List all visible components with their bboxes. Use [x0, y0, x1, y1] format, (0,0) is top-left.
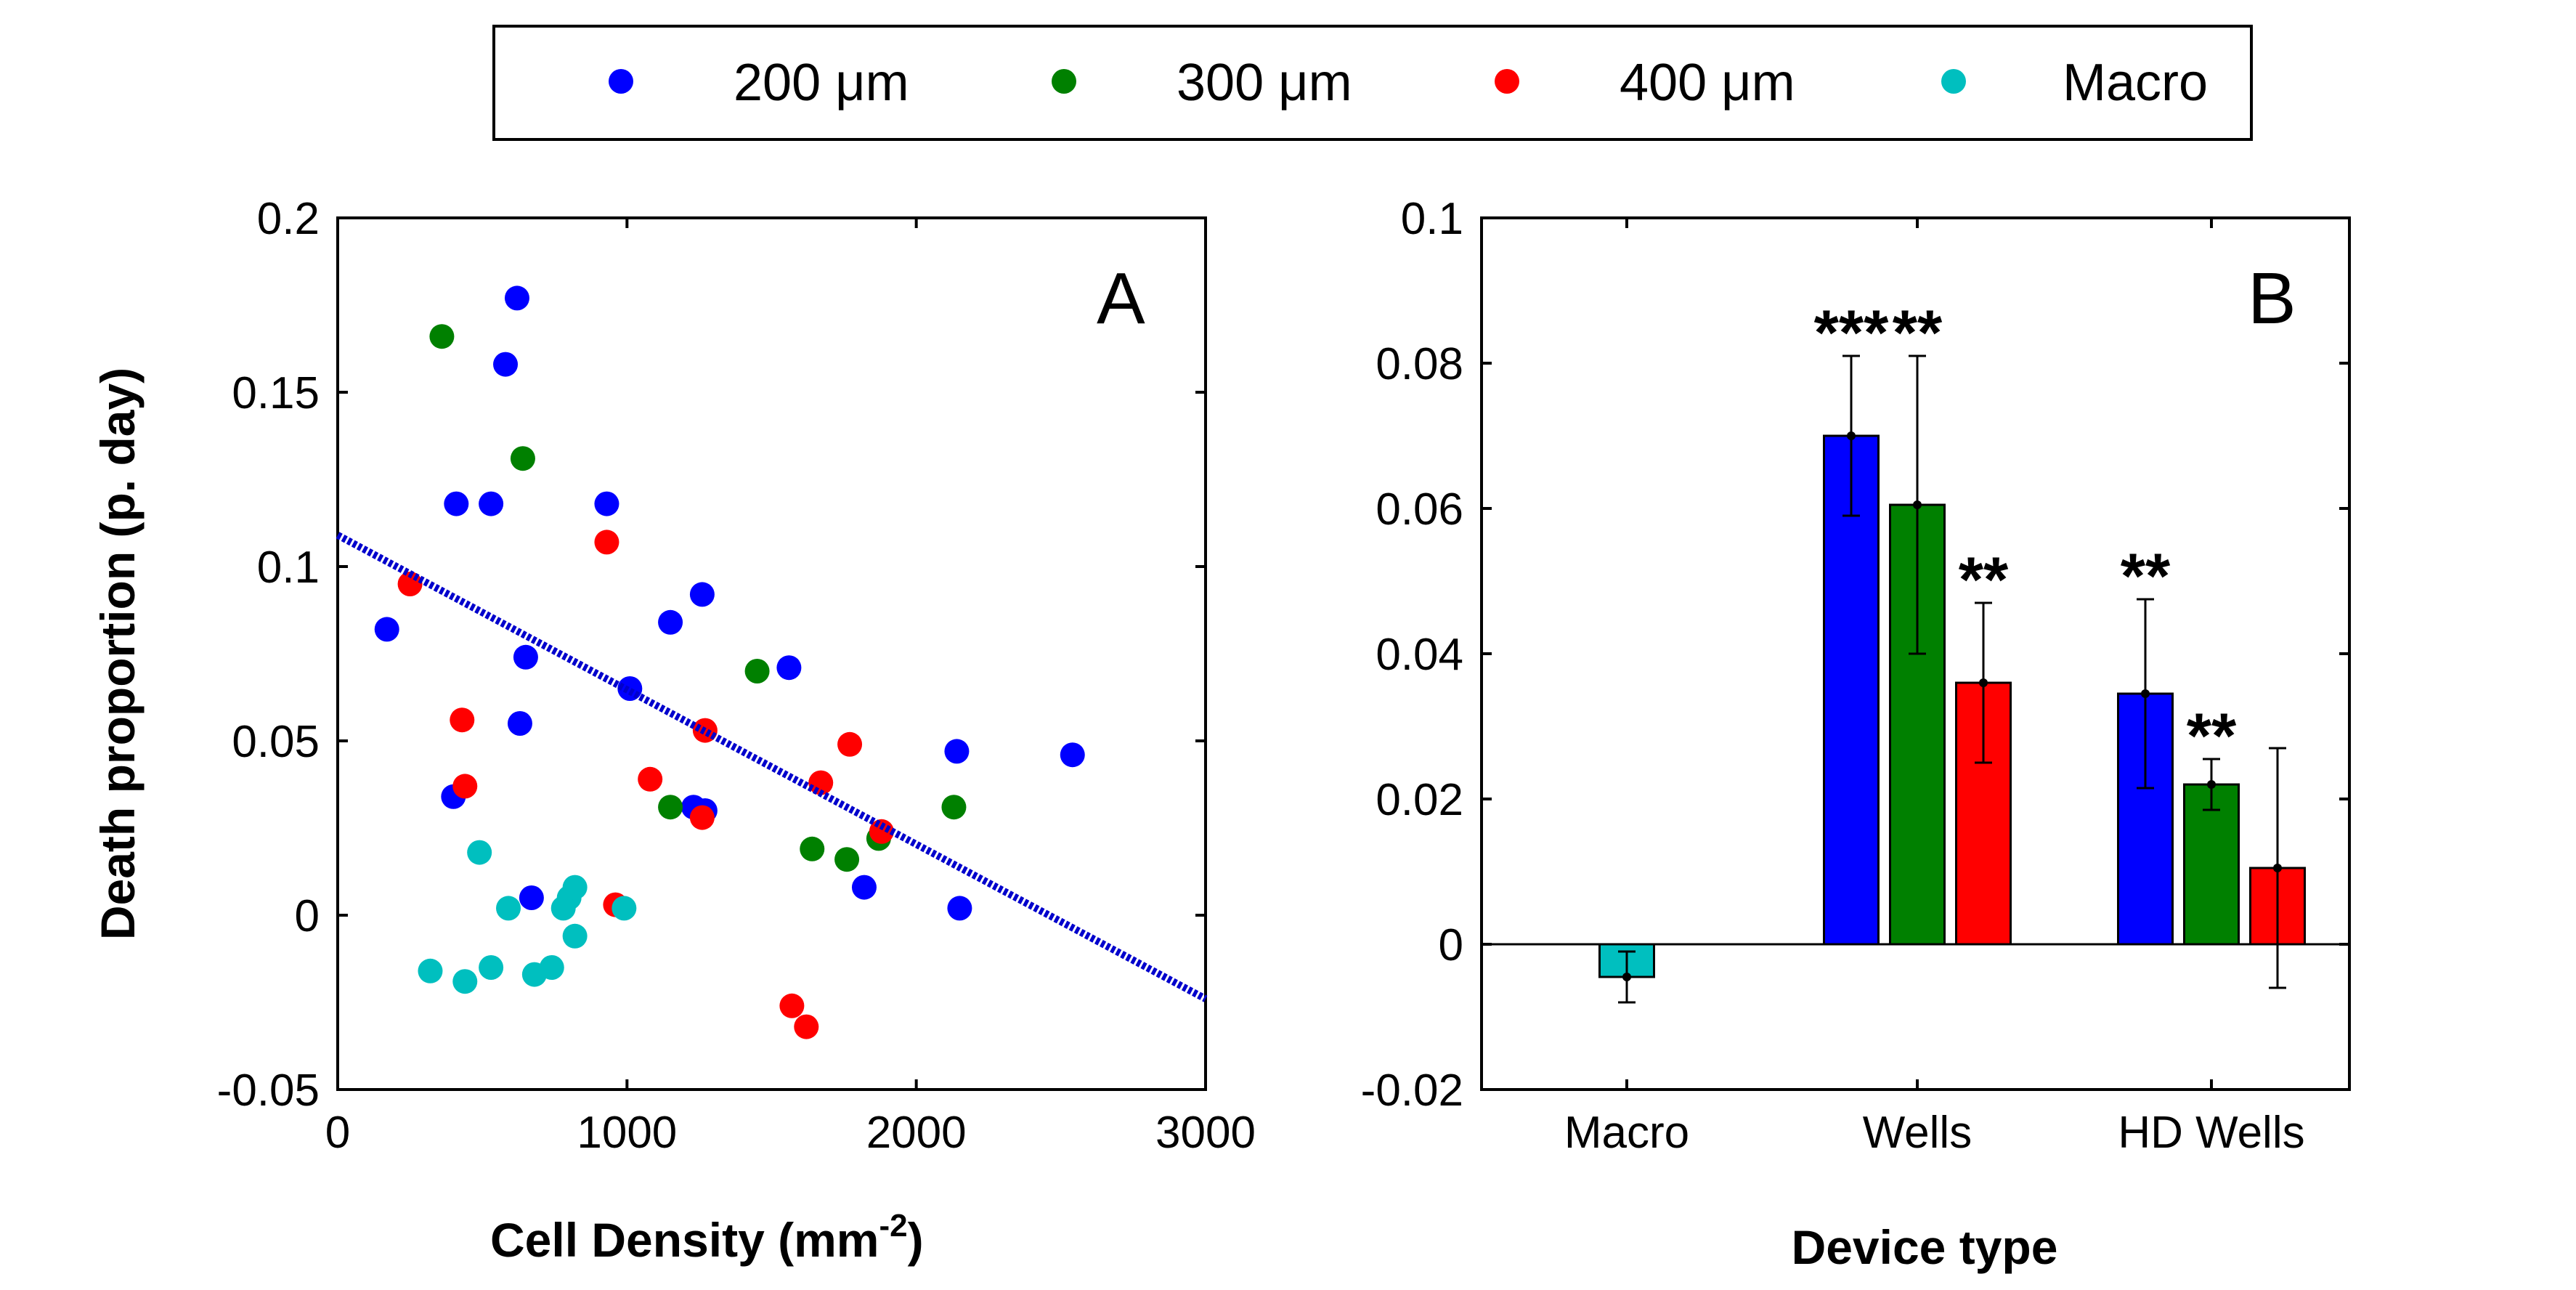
scatter-point-macro [562, 875, 588, 900]
panel-b-ytick-label: 0.04 [1376, 630, 1463, 680]
panel-b-letter: B [2248, 258, 2296, 339]
scatter-point-macro [612, 896, 637, 921]
scatter-point-macro [418, 958, 443, 983]
bar-mean-dot [2141, 689, 2150, 698]
significance-stars: ** [1893, 296, 1943, 368]
panel-b-xlabel: Device type [1792, 1220, 2058, 1274]
scatter-point-400m [452, 774, 478, 799]
panel-b-xtick-label: Wells [1863, 1108, 1972, 1158]
panel-b-bar: -0.02 0 0.02 0.04 0.06 0.08 0.1 Macro Wells HD We… [1361, 194, 2351, 1274]
bar-mean-dot [1979, 678, 1988, 687]
bar-mean-dot [1913, 500, 1922, 509]
panel-b-marks: *** **** **** [1482, 296, 2349, 1004]
scatter-point-200m [689, 582, 715, 607]
scatter-point-300m [834, 847, 860, 872]
bar-mean-dot [2207, 780, 2216, 789]
legend: 200 μm 300 μm 400 μm Macro [492, 25, 2253, 141]
scatter-point-200m [513, 644, 538, 670]
scatter-point-200m [493, 352, 519, 377]
panel-b-ytick-label: -0.02 [1361, 1066, 1463, 1116]
panel-a-ytick-label: 0.1 [257, 543, 320, 593]
panel-a-marks [336, 285, 1208, 1039]
panel-a-xtick-label: 1000 [577, 1108, 677, 1158]
scatter-point-200m [944, 739, 970, 764]
panel-a-ytick-label: -0.05 [217, 1066, 320, 1116]
significance-stars: ** [1959, 543, 2009, 615]
panel-b-xtick-label: HD Wells [2118, 1108, 2304, 1158]
significance-stars: *** [1814, 296, 1889, 368]
scatter-point-300m [800, 836, 825, 861]
scatter-point-200m [851, 875, 877, 900]
legend-label-200um: 200 μm [734, 54, 909, 112]
legend-label-macro: Macro [2063, 54, 2208, 112]
scatter-point-400m [794, 1014, 819, 1039]
scatter-point-200m [507, 711, 532, 736]
scatter-point-200m [776, 655, 802, 681]
scatter-point-300m [429, 324, 455, 349]
panel-b-ytick-label: 0.08 [1376, 339, 1463, 389]
significance-stars: ** [2187, 699, 2237, 771]
panel-b-ticks: -0.02 0 0.02 0.04 0.06 0.08 0.1 Macro Wells HD We… [1361, 194, 2349, 1158]
scatter-point-macro [452, 969, 478, 994]
legend-marker-200um [609, 69, 633, 94]
panel-b-xtick-label: Macro [1564, 1108, 1689, 1158]
panel-a-ytick-label: 0.2 [257, 194, 320, 244]
legend-marker-400um [1495, 69, 1519, 94]
scatter-point-400m [808, 770, 834, 795]
panel-b-ytick-label: 0.02 [1376, 775, 1463, 825]
scatter-point-macro [539, 955, 564, 980]
scatter-point-200m [479, 491, 504, 516]
trend-line [336, 532, 1208, 1002]
scatter-point-400m [638, 766, 663, 792]
bar-mean-dot [1622, 973, 1631, 981]
panel-a-xlabel-end: ) [908, 1213, 924, 1267]
panel-a-letter: A [1097, 258, 1145, 339]
panel-a-ytick-label: 0 [295, 891, 320, 941]
panel-a-ytick-label: 0.05 [232, 717, 320, 767]
scatter-point-400m [594, 530, 619, 555]
scatter-point-200m [594, 491, 619, 516]
scatter-point-200m [374, 617, 399, 642]
panel-a-ylabel: Death proportion (p. day) [91, 368, 145, 940]
scatter-point-200m [658, 609, 683, 635]
panel-a-xtick-label: 0 [325, 1108, 350, 1158]
panel-a-xlabel-sup: -2 [879, 1208, 907, 1244]
panel-b-ytick-label: 0 [1439, 920, 1463, 970]
scatter-point-300m [744, 659, 770, 683]
scatter-point-400m [689, 805, 715, 830]
scatter-point-300m [510, 446, 535, 471]
scatter-point-macro [467, 840, 492, 865]
scatter-point-400m [779, 993, 805, 1018]
panel-a-xlabel-main: Cell Density (mm [490, 1213, 879, 1267]
scatter-point-macro [496, 896, 521, 921]
scatter-point-200m [947, 896, 972, 921]
legend-label-400um: 400 μm [1620, 54, 1795, 112]
scatter-point-400m [837, 731, 863, 757]
legend-marker-300um [1052, 69, 1076, 94]
panel-a-xtick-label: 2000 [866, 1108, 967, 1158]
significance-stars: ** [2121, 540, 2171, 612]
bar-mean-dot [2273, 864, 2282, 872]
scatter-point-400m [450, 707, 475, 733]
scatter-point-macro [479, 955, 504, 980]
panel-a-xtick-label: 3000 [1155, 1108, 1256, 1158]
scatter-point-200m [1060, 742, 1085, 768]
scatter-point-macro [562, 923, 588, 949]
bar-mean-dot [1847, 431, 1856, 440]
scatter-point-300m [658, 795, 683, 820]
scatter-point-200m [504, 285, 529, 311]
legend-label-300um: 300 μm [1177, 54, 1352, 112]
panel-a-ytick-label: 0.15 [232, 368, 320, 418]
scatter-point-300m [941, 795, 967, 820]
panel-b-ytick-label: 0.1 [1401, 194, 1463, 244]
scatter-point-200m [519, 885, 544, 910]
panel-a-axes-box [336, 216, 1207, 1091]
legend-marker-macro [1941, 69, 1966, 94]
panel-a-xlabel: Cell Density (mm-2) [490, 1208, 924, 1267]
scatter-point-200m [444, 491, 469, 516]
panel-b-ytick-label: 0.06 [1376, 484, 1463, 535]
